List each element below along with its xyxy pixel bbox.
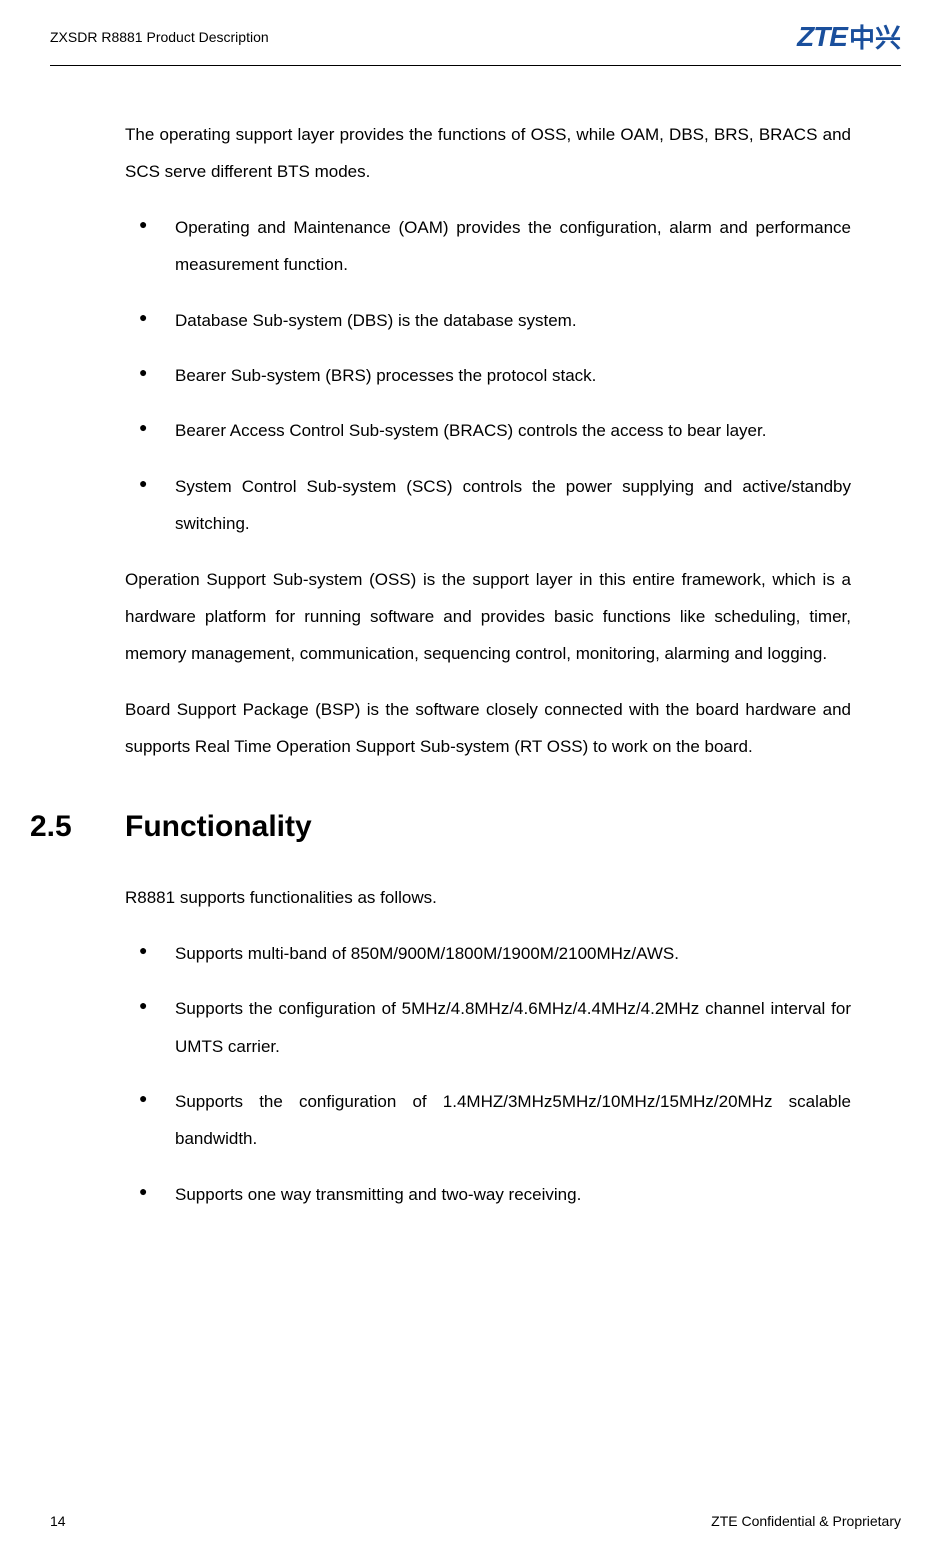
functionality-intro: R8881 supports functionalities as follow…	[125, 879, 851, 916]
header-title: ZXSDR R8881 Product Description	[50, 29, 269, 45]
list-item: Operating and Maintenance (OAM) provides…	[125, 209, 851, 284]
logo-text: ZTE	[797, 21, 847, 53]
list-item: System Control Sub-system (SCS) controls…	[125, 468, 851, 543]
list-item: Bearer Sub-system (BRS) processes the pr…	[125, 357, 851, 394]
logo: ZTE 中兴	[797, 18, 901, 55]
intro-paragraph: The operating support layer provides the…	[125, 116, 851, 191]
list-item: Supports the configuration of 5MHz/4.8MH…	[125, 990, 851, 1065]
page-header: ZXSDR R8881 Product Description ZTE 中兴	[50, 0, 901, 66]
list-item: Supports one way transmitting and two-wa…	[125, 1176, 851, 1213]
list-item: Database Sub-system (DBS) is the databas…	[125, 302, 851, 339]
list-item: Supports multi-band of 850M/900M/1800M/1…	[125, 935, 851, 972]
section-heading: 2.5 Functionality	[30, 810, 851, 844]
list-item: Bearer Access Control Sub-system (BRACS)…	[125, 412, 851, 449]
bullet-list-1: Operating and Maintenance (OAM) provides…	[125, 209, 851, 543]
section-title: Functionality	[125, 810, 312, 844]
page-footer: 14 ZTE Confidential & Proprietary	[50, 1513, 901, 1529]
bsp-paragraph: Board Support Package (BSP) is the softw…	[125, 691, 851, 766]
oss-paragraph: Operation Support Sub-system (OSS) is th…	[125, 561, 851, 673]
page-content: The operating support layer provides the…	[0, 66, 951, 1213]
copyright-text: ZTE Confidential & Proprietary	[711, 1513, 901, 1529]
logo-cn: 中兴	[849, 18, 901, 55]
section-number: 2.5	[30, 810, 125, 844]
page-number: 14	[50, 1513, 66, 1529]
list-item: Supports the configuration of 1.4MHZ/3MH…	[125, 1083, 851, 1158]
bullet-list-2: Supports multi-band of 850M/900M/1800M/1…	[125, 935, 851, 1213]
